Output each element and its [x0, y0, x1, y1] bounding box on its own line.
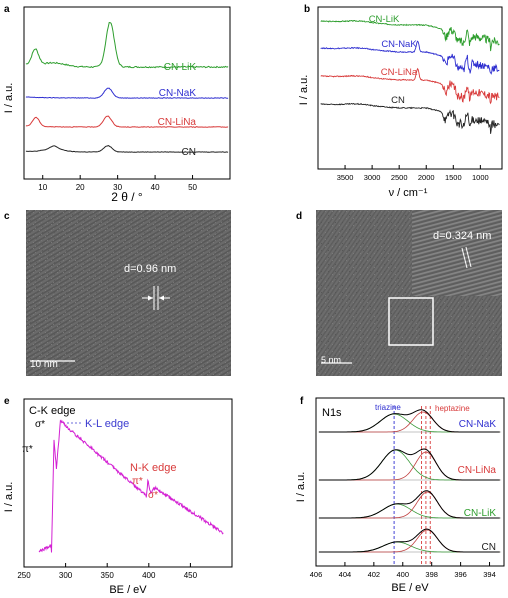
ftir-series-line [320, 40, 500, 75]
panel-e-c-k-edge: C-K edge [29, 405, 75, 417]
panel-f-xtick-label: 400 [397, 570, 410, 579]
panel-b-ftir: b I / a.u. 3500 3000 2500 2000 1500 1000 ν / … [298, 4, 503, 199]
panel-f-xtick-label: 398 [425, 570, 438, 579]
panel-f-xtick-label: 406 [310, 570, 323, 579]
panel-b-xtick-label: 2500 [391, 173, 408, 182]
panel-e-pi-n: π* [132, 476, 143, 487]
panel-f-heptazine: heptazine [435, 404, 470, 413]
panel-f-xtick-label: 402 [368, 570, 381, 579]
label-f-cn-lina: CN-LiNa [458, 465, 497, 476]
panel-b-xtick-label: 3000 [364, 173, 381, 182]
label-b-cn: CN [391, 95, 405, 106]
panel-a-frame [23, 6, 231, 180]
panel-c-letter: c [4, 211, 10, 222]
label-cn: CN [182, 147, 196, 158]
eels-spectrum-line [38, 419, 224, 553]
panel-d-scale-bar-label: 5 nm [321, 355, 341, 365]
panel-e-sigma-c: σ* [35, 419, 45, 430]
panel-b-xtick-label: 1500 [445, 173, 462, 182]
panel-f-frame [315, 397, 505, 567]
ftir-series-line [320, 67, 500, 105]
label-b-cn-nak: CN-NaK [381, 39, 417, 50]
panel-c-tem [26, 210, 231, 376]
label-cn-nak: CN-NaK [159, 88, 197, 99]
label-cn-lina: CN-LiNa [158, 117, 197, 128]
label-f-cn: CN [482, 542, 496, 553]
panel-e-xtick-label: 450 [184, 571, 198, 580]
ftir-series-line [320, 102, 500, 134]
panel-b-frame [317, 6, 503, 170]
panel-a-xtick-label: 10 [38, 183, 47, 192]
panel-d-letter: d [296, 211, 302, 222]
label-b-cn-lik: CN-LiK [369, 14, 400, 25]
panel-c-d-spacing: d=0.96 nm [124, 263, 176, 275]
label-b-cn-lina: CN-LiNa [381, 67, 418, 78]
panel-e-xtick-label: 350 [101, 571, 115, 580]
panel-b-xtick-label: 3500 [337, 173, 354, 182]
panel-a-xtick-label: 30 [113, 183, 122, 192]
panel-c-overlay: c d=0.96 nm 10 nm [4, 211, 176, 370]
panel-a-xtick-label: 20 [76, 183, 85, 192]
panel-a-xtick-label: 40 [151, 183, 160, 192]
panel-b-xlabel: ν / cm⁻¹ [389, 187, 428, 199]
panel-e-xtick-label: 300 [59, 571, 73, 580]
xps-envelope [318, 448, 500, 481]
label-f-cn-lik: CN-LiK [464, 508, 497, 519]
xps-envelope [318, 409, 500, 433]
panel-f-xtick-label: 394 [483, 570, 496, 579]
panel-f-xlabel: BE / eV [391, 582, 429, 594]
panel-e-k-l-edge: K-L edge [85, 418, 129, 430]
panel-f-xtick-label: 396 [454, 570, 467, 579]
panel-c-scale-bar-label: 10 nm [30, 359, 58, 370]
panel-a-ylabel: I / a.u. [3, 83, 15, 114]
tem-image-d [316, 210, 502, 376]
panel-a-xrd: a I / a.u. 10 20 30 40 50 2 θ / ° CN-LiK CN-… [3, 4, 231, 204]
panel-e-letter: e [4, 396, 10, 407]
xps-envelope [318, 490, 500, 519]
panel-f-xps: f I / a.u. 406 404 402 400 398 396 394 BE / eV… [295, 396, 505, 594]
panel-d-tem [316, 210, 502, 376]
panel-e-xtick-label: 400 [142, 571, 156, 580]
panel-b-ylabel: I / a.u. [298, 75, 310, 106]
panel-d-d-spacing: d=0.324 nm [433, 230, 491, 242]
ftir-series-line [320, 19, 500, 52]
panel-f-title: N1s [322, 407, 342, 419]
panel-f-triazine: triazine [375, 403, 401, 412]
xrd-series-line [25, 115, 229, 128]
xrd-series-line [25, 145, 229, 153]
panel-e-pi-c: π* [22, 444, 33, 455]
panel-f-xtick-label: 404 [339, 570, 352, 579]
xrd-series-line [25, 21, 229, 69]
panel-b-letter: b [304, 4, 310, 15]
panel-a-xtick-label: 50 [188, 183, 197, 192]
label-f-cn-nak: CN-NaK [459, 419, 497, 430]
panel-e-n-k-edge: N-K edge [130, 462, 176, 474]
panel-f-letter: f [300, 396, 304, 407]
panel-b-xtick-label: 2000 [418, 173, 435, 182]
tem-image-c [26, 210, 231, 376]
panel-b-xtick-label: 1000 [472, 173, 489, 182]
panel-e-eels: e I / a.u. 250 300 350 400 450 BE / eV C-K e… [3, 396, 233, 596]
panel-f-ylabel: I / a.u. [295, 472, 307, 503]
panel-a-xlabel: 2 θ / ° [111, 190, 143, 204]
panel-e-frame [23, 398, 233, 568]
panel-d-overlay: d d=0.324 nm 5 nm [296, 211, 491, 365]
panel-e-ylabel: I / a.u. [3, 482, 15, 513]
panel-e-xtick-label: 250 [17, 571, 31, 580]
xrd-series-line [25, 87, 229, 99]
label-cn-lik: CN-LiK [164, 62, 197, 73]
panel-e-xlabel: BE / eV [109, 584, 147, 596]
panel-a-letter: a [4, 4, 10, 15]
xps-envelope [318, 528, 500, 553]
panel-e-sigma-n: σ* [148, 490, 158, 501]
